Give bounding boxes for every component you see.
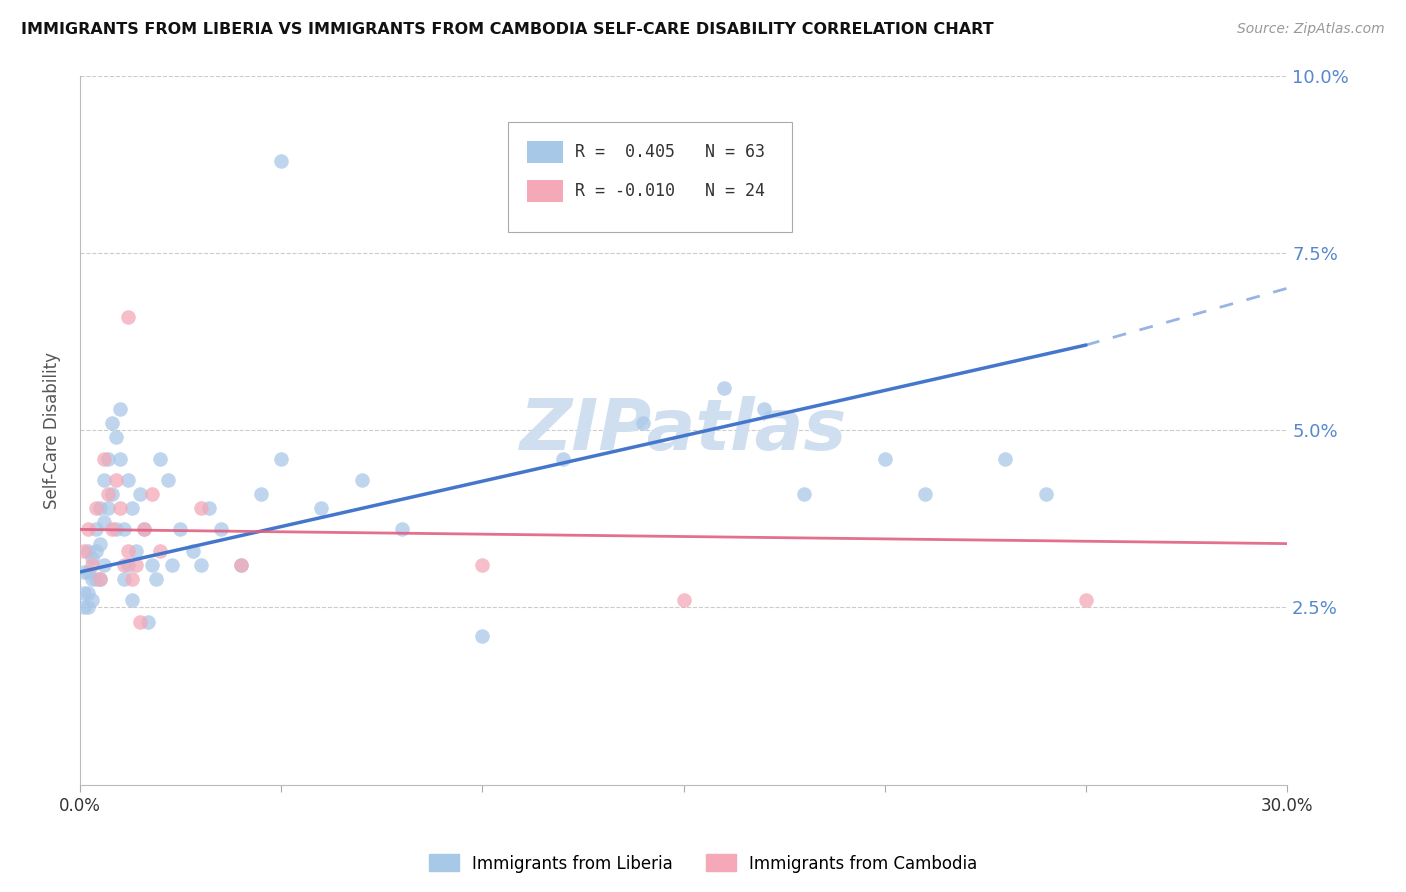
Point [80, 593, 103, 607]
Point [136, 615, 159, 629]
Point [471, 629, 494, 643]
Point [89, 501, 111, 516]
Point [752, 401, 775, 416]
Point [93, 516, 115, 530]
Point [471, 558, 494, 572]
Point [77, 565, 100, 579]
Point [101, 416, 124, 430]
Point [84, 501, 107, 516]
Point [108, 401, 131, 416]
Point [633, 416, 655, 430]
Point [145, 572, 167, 586]
Point [121, 593, 143, 607]
Point [141, 558, 163, 572]
Point [125, 543, 148, 558]
Point [162, 558, 184, 572]
Point [117, 543, 139, 558]
Point [914, 487, 936, 501]
Point [93, 558, 115, 572]
Point [77, 586, 100, 600]
Point [84, 523, 107, 537]
Point [89, 536, 111, 550]
Point [112, 523, 135, 537]
Point [80, 558, 103, 572]
Point [129, 615, 152, 629]
Point [141, 487, 163, 501]
Point [793, 487, 815, 501]
Point [672, 593, 695, 607]
Point [190, 558, 212, 572]
Point [77, 523, 100, 537]
Point [117, 473, 139, 487]
Text: R =  0.405   N = 63: R = 0.405 N = 63 [575, 143, 765, 161]
Point [105, 473, 128, 487]
Point [713, 381, 735, 395]
Point [229, 558, 252, 572]
Point [112, 572, 135, 586]
Point [121, 501, 143, 516]
Point [121, 572, 143, 586]
Point [117, 310, 139, 324]
Y-axis label: Self-Care Disability: Self-Care Disability [44, 351, 60, 508]
Point [134, 523, 156, 537]
Point [89, 572, 111, 586]
Point [129, 487, 152, 501]
Point [270, 153, 292, 168]
Point [101, 487, 124, 501]
Point [551, 451, 574, 466]
Text: IMMIGRANTS FROM LIBERIA VS IMMIGRANTS FROM CAMBODIA SELF-CARE DISABILITY CORRELA: IMMIGRANTS FROM LIBERIA VS IMMIGRANTS FR… [21, 22, 994, 37]
Point [105, 523, 128, 537]
Point [93, 473, 115, 487]
Point [89, 572, 111, 586]
Point [117, 558, 139, 572]
Point [97, 487, 120, 501]
Text: R = -0.010   N = 24: R = -0.010 N = 24 [575, 182, 765, 200]
Point [73, 600, 96, 615]
Point [157, 473, 180, 487]
Point [190, 501, 212, 516]
Point [80, 572, 103, 586]
Point [108, 501, 131, 516]
Point [80, 550, 103, 565]
Point [197, 501, 219, 516]
Point [311, 501, 333, 516]
Point [149, 451, 172, 466]
Point [112, 558, 135, 572]
Point [250, 487, 273, 501]
Point [994, 451, 1017, 466]
Point [229, 558, 252, 572]
Point [149, 543, 172, 558]
Point [97, 451, 120, 466]
FancyBboxPatch shape [509, 121, 792, 232]
Point [84, 543, 107, 558]
Point [73, 543, 96, 558]
Legend: Immigrants from Liberia, Immigrants from Cambodia: Immigrants from Liberia, Immigrants from… [422, 847, 984, 880]
Point [125, 558, 148, 572]
Point [270, 451, 292, 466]
FancyBboxPatch shape [527, 180, 562, 202]
Point [108, 451, 131, 466]
Point [73, 586, 96, 600]
Point [101, 523, 124, 537]
Point [181, 543, 204, 558]
Text: Source: ZipAtlas.com: Source: ZipAtlas.com [1237, 22, 1385, 37]
Point [1035, 487, 1057, 501]
FancyBboxPatch shape [527, 142, 562, 162]
Point [105, 430, 128, 444]
Text: ZIPatlas: ZIPatlas [520, 396, 848, 465]
Point [93, 451, 115, 466]
Point [1074, 593, 1097, 607]
Point [77, 600, 100, 615]
Point [97, 501, 120, 516]
Point [209, 523, 232, 537]
Point [84, 572, 107, 586]
Point [77, 543, 100, 558]
Point [350, 473, 373, 487]
Point [134, 523, 156, 537]
Point [873, 451, 896, 466]
Point [169, 523, 191, 537]
Point [391, 523, 413, 537]
Point [73, 565, 96, 579]
